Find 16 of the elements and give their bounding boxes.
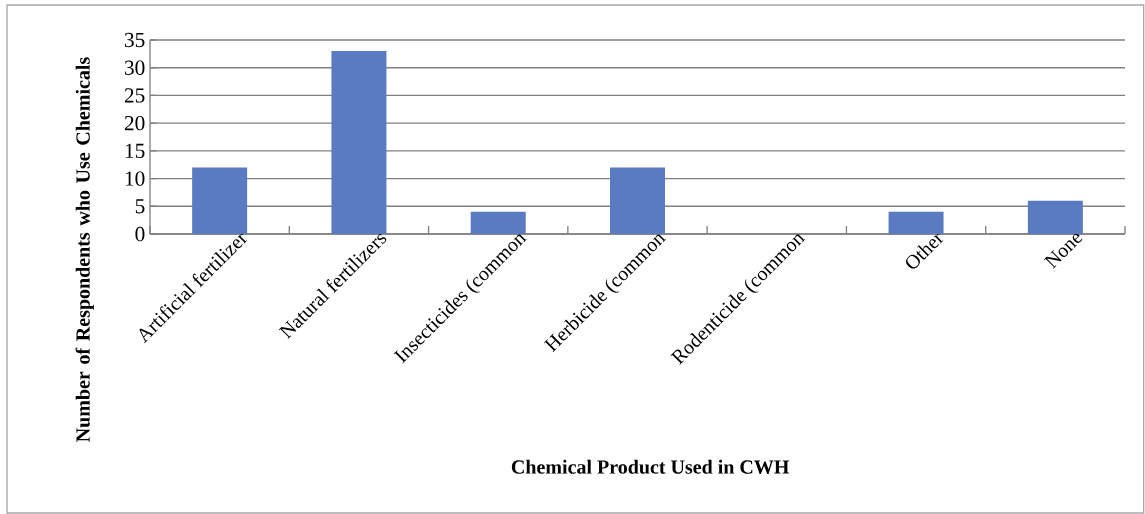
y-tick-label: 35 xyxy=(124,32,145,48)
y-tick-label: 5 xyxy=(135,199,145,214)
bar xyxy=(470,211,526,234)
bar xyxy=(1027,200,1083,234)
x-axis-title: Chemical Product Used in CWH xyxy=(511,459,790,474)
y-tick-label: 10 xyxy=(125,171,145,186)
y-tick-label: 0 xyxy=(135,226,145,242)
y-tick-label: 20 xyxy=(124,115,145,131)
y-tick-label: 25 xyxy=(124,88,145,103)
bar xyxy=(331,51,387,234)
y-tick-label: 30 xyxy=(124,60,145,75)
bar xyxy=(888,211,944,234)
bar xyxy=(192,167,248,234)
y-axis-title: Number of Respondents who Use Chemicals xyxy=(75,57,94,442)
bar xyxy=(610,167,665,234)
y-tick-label: 15 xyxy=(125,143,145,159)
